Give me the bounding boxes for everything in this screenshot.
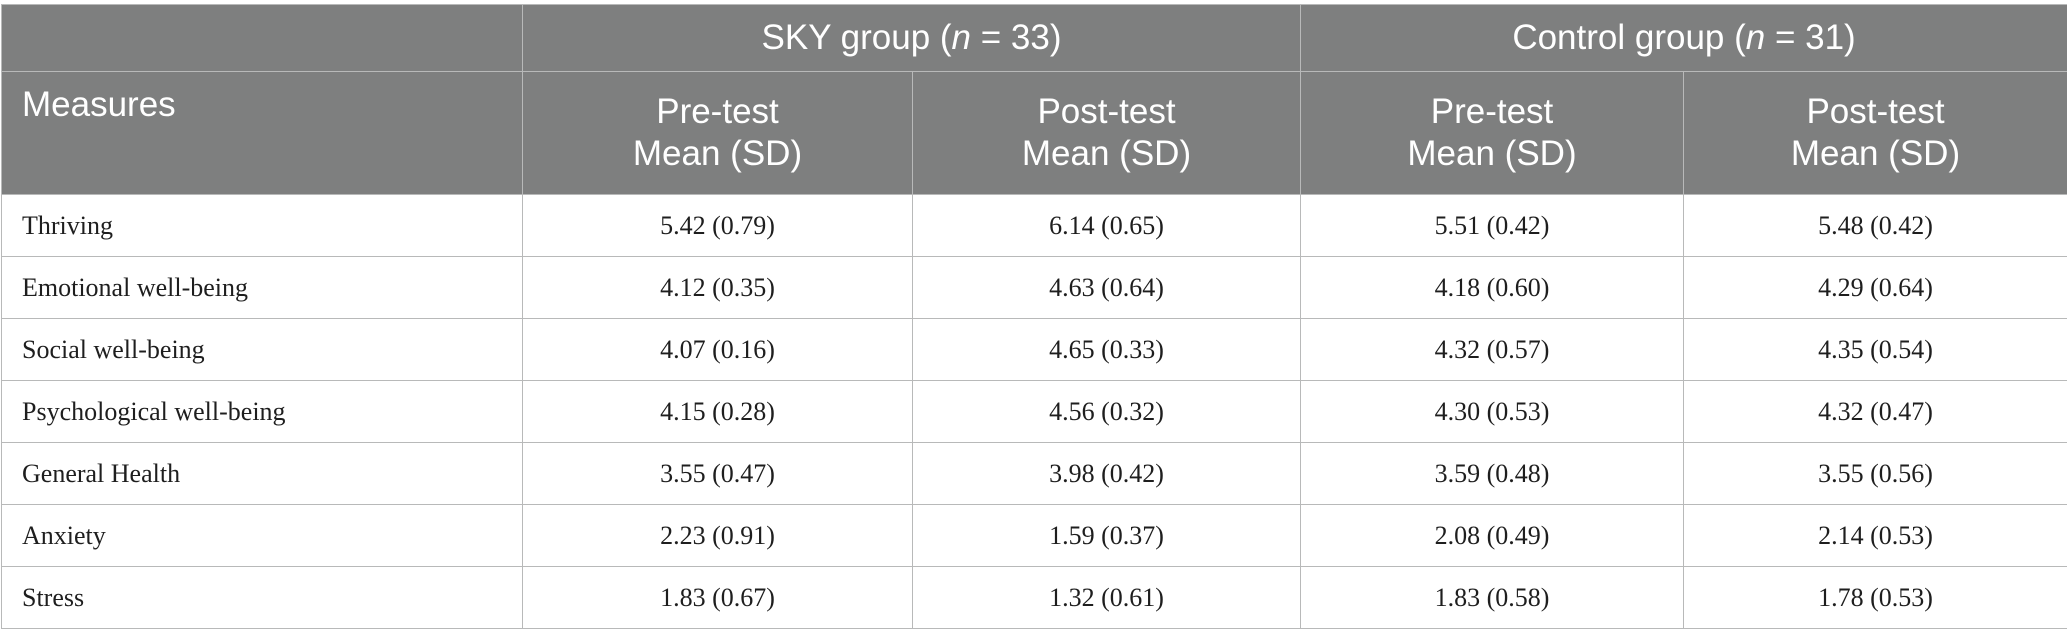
value-cell: 4.35 (0.54)	[1683, 318, 2067, 381]
table-row: Stress 1.83 (0.67) 1.32 (0.61) 1.83 (0.5…	[1, 566, 2067, 629]
table-header: SKY group (n = 33) Control group (n = 31…	[1, 4, 2067, 195]
sky-group-n-value: = 33)	[971, 18, 1062, 57]
value-cell: 4.65 (0.33)	[911, 318, 1302, 381]
sky-pretest-stat: Mean (SD)	[632, 134, 803, 173]
control-pretest-stat: Mean (SD)	[1407, 134, 1577, 173]
control-pretest-label: Pre-test	[1430, 92, 1554, 131]
value-cell: 4.56 (0.32)	[911, 380, 1302, 443]
table-body: Thriving 5.42 (0.79) 6.14 (0.65) 5.51 (0…	[1, 194, 2067, 629]
value-cell: 1.59 (0.37)	[911, 504, 1302, 567]
value-cell: 4.63 (0.64)	[911, 256, 1302, 319]
control-group-n-symbol: n	[1745, 18, 1766, 57]
measure-name-cell: Emotional well-being	[1, 256, 523, 319]
table-row: Emotional well-being 4.12 (0.35) 4.63 (0…	[1, 256, 2067, 319]
control-group-name: Control group (	[1512, 18, 1746, 57]
value-cell: 3.98 (0.42)	[911, 442, 1302, 505]
value-cell: 4.29 (0.64)	[1683, 256, 2067, 319]
value-cell: 5.42 (0.79)	[522, 194, 913, 257]
value-cell: 2.14 (0.53)	[1683, 504, 2067, 567]
sky-posttest-label: Post-test	[1037, 92, 1176, 131]
sky-group-n-symbol: n	[951, 18, 972, 57]
table-row: Psychological well-being 4.15 (0.28) 4.5…	[1, 380, 2067, 443]
sky-pretest-label: Pre-test	[656, 92, 779, 131]
empty-corner-cell	[1, 4, 523, 72]
value-cell: 4.15 (0.28)	[522, 380, 913, 443]
measure-name-cell: General Health	[1, 442, 523, 505]
table-row: Social well-being 4.07 (0.16) 4.65 (0.33…	[1, 318, 2067, 381]
sky-group-header: SKY group (n = 33)	[521, 4, 1302, 72]
value-cell: 1.78 (0.53)	[1683, 566, 2067, 629]
measure-name-cell: Social well-being	[1, 318, 523, 381]
value-cell: 4.12 (0.35)	[522, 256, 913, 319]
value-cell: 3.55 (0.47)	[522, 442, 913, 505]
results-table: SKY group (n = 33) Control group (n = 31…	[1, 4, 2067, 629]
sky-posttest-header: Post-test Mean (SD)	[911, 71, 1302, 195]
value-cell: 3.59 (0.48)	[1300, 442, 1685, 505]
value-cell: 6.14 (0.65)	[911, 194, 1302, 257]
value-cell: 2.08 (0.49)	[1300, 504, 1685, 567]
control-posttest-label: Post-test	[1806, 92, 1945, 131]
measure-name-cell: Stress	[1, 566, 523, 629]
control-posttest-header: Post-test Mean (SD)	[1683, 71, 2067, 195]
value-cell: 1.83 (0.67)	[522, 566, 913, 629]
measures-column-header: Measures	[1, 71, 523, 195]
control-group-header: Control group (n = 31)	[1300, 4, 2067, 72]
sky-group-name: SKY group (	[761, 18, 952, 57]
control-group-n-value: = 31)	[1765, 18, 1856, 57]
measure-name-cell: Anxiety	[1, 504, 523, 567]
value-cell: 3.55 (0.56)	[1683, 442, 2067, 505]
value-cell: 5.51 (0.42)	[1300, 194, 1685, 257]
sky-posttest-stat: Mean (SD)	[1021, 134, 1192, 173]
sky-pretest-header: Pre-test Mean (SD)	[522, 71, 913, 195]
table-row: Anxiety 2.23 (0.91) 1.59 (0.37) 2.08 (0.…	[1, 504, 2067, 567]
group-header-row: SKY group (n = 33) Control group (n = 31…	[1, 4, 2067, 72]
value-cell: 5.48 (0.42)	[1683, 194, 2067, 257]
value-cell: 1.83 (0.58)	[1300, 566, 1685, 629]
value-cell: 4.07 (0.16)	[522, 318, 913, 381]
value-cell: 4.30 (0.53)	[1300, 380, 1685, 443]
table-row: Thriving 5.42 (0.79) 6.14 (0.65) 5.51 (0…	[1, 194, 2067, 257]
value-cell: 4.32 (0.57)	[1300, 318, 1685, 381]
measure-name-cell: Thriving	[1, 194, 523, 257]
control-posttest-stat: Mean (SD)	[1790, 134, 1961, 173]
measure-name-cell: Psychological well-being	[1, 380, 523, 443]
value-cell: 4.18 (0.60)	[1300, 256, 1685, 319]
table-row: General Health 3.55 (0.47) 3.98 (0.42) 3…	[1, 442, 2067, 505]
control-pretest-header: Pre-test Mean (SD)	[1300, 71, 1685, 195]
value-cell: 2.23 (0.91)	[522, 504, 913, 567]
subheader-row: Measures Pre-test Mean (SD) Post-test Mean…	[1, 71, 2067, 195]
value-cell: 4.32 (0.47)	[1683, 380, 2067, 443]
value-cell: 1.32 (0.61)	[911, 566, 1302, 629]
